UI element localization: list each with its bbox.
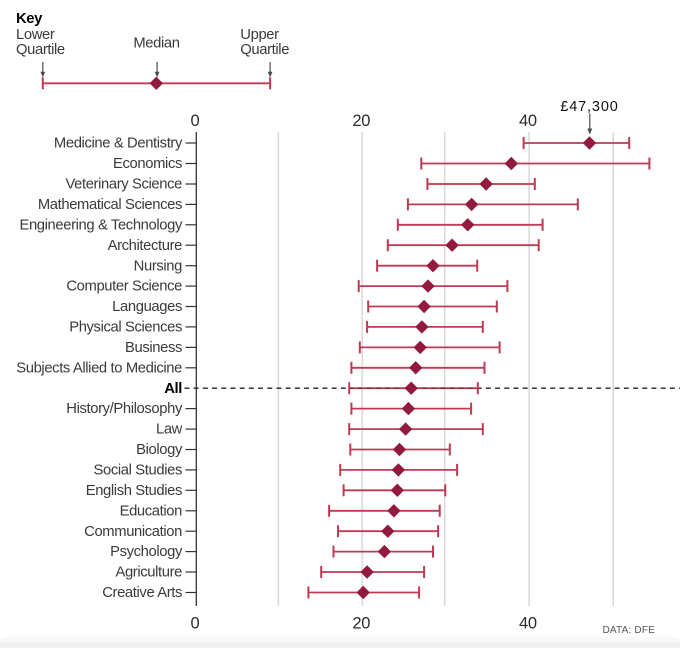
- svg-text:Quartile: Quartile: [240, 42, 289, 58]
- svg-text:Medicine & Dentistry: Medicine & Dentistry: [54, 136, 183, 152]
- svg-text:Languages: Languages: [112, 299, 182, 315]
- svg-text:Mathematical Sciences: Mathematical Sciences: [38, 197, 182, 213]
- svg-text:Lower: Lower: [16, 27, 55, 43]
- svg-text:Education: Education: [120, 503, 183, 519]
- svg-text:Key: Key: [16, 11, 43, 27]
- svg-text:Communication: Communication: [84, 524, 182, 540]
- svg-text:Computer Science: Computer Science: [66, 279, 182, 295]
- svg-text:Median: Median: [133, 36, 179, 52]
- svg-text:Quartile: Quartile: [16, 42, 65, 58]
- svg-text:Physical Sciences: Physical Sciences: [69, 320, 182, 336]
- svg-text:Agriculture: Agriculture: [115, 565, 182, 581]
- svg-text:40: 40: [519, 615, 537, 633]
- svg-text:Psychology: Psychology: [110, 544, 183, 560]
- svg-text:0: 0: [191, 615, 200, 633]
- svg-text:History/Philosophy: History/Philosophy: [66, 401, 183, 417]
- svg-text:All: All: [164, 381, 182, 397]
- svg-text:Architecture: Architecture: [108, 238, 183, 254]
- svg-text:Business: Business: [125, 340, 182, 356]
- svg-text:Creative Arts: Creative Arts: [102, 585, 182, 601]
- svg-text:DATA: DFE: DATA: DFE: [602, 625, 655, 636]
- svg-text:40: 40: [519, 112, 537, 130]
- svg-text:Economics: Economics: [113, 156, 182, 172]
- svg-text:Veterinary Science: Veterinary Science: [65, 177, 182, 193]
- svg-text:English Studies: English Studies: [86, 483, 182, 499]
- svg-text:20: 20: [352, 615, 370, 633]
- svg-text:Biology: Biology: [136, 442, 183, 458]
- svg-text:£47,300: £47,300: [560, 99, 618, 115]
- svg-text:Subjects Allied to Medicine: Subjects Allied to Medicine: [16, 360, 182, 376]
- svg-text:20: 20: [352, 112, 370, 130]
- svg-text:0: 0: [191, 112, 200, 130]
- svg-text:Nursing: Nursing: [134, 258, 182, 274]
- svg-text:Social Studies: Social Studies: [94, 463, 182, 479]
- svg-text:Upper: Upper: [240, 27, 279, 43]
- svg-text:Engineering & Technology: Engineering & Technology: [19, 217, 183, 233]
- svg-text:Law: Law: [156, 422, 183, 438]
